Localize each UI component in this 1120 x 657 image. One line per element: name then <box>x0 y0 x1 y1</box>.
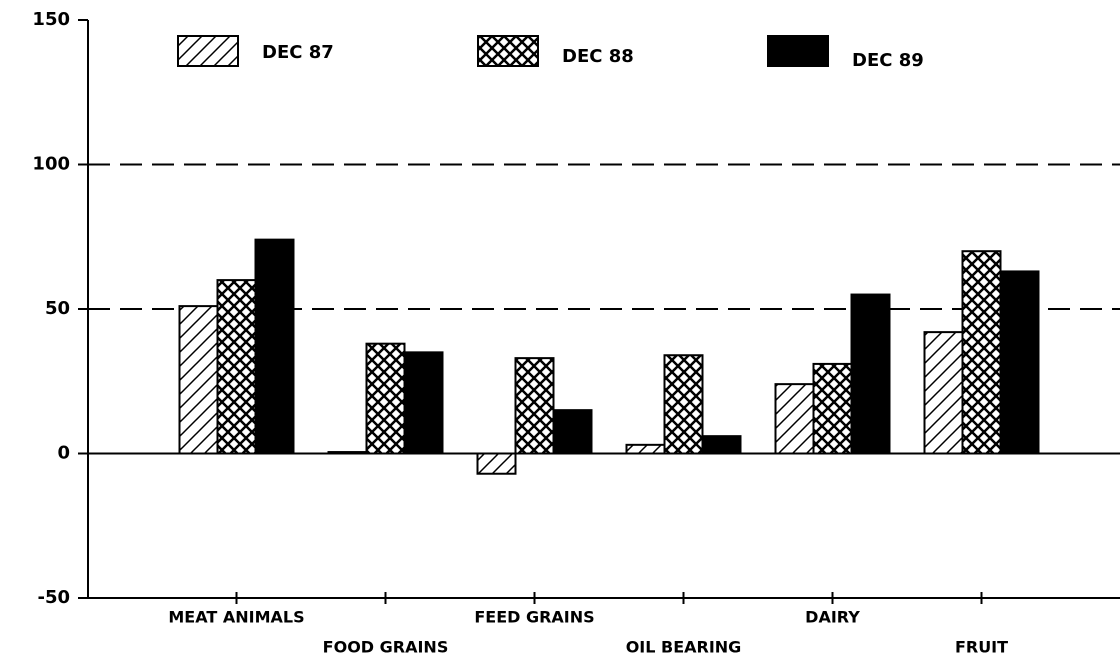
bar <box>327 451 368 455</box>
legend-swatch <box>177 35 239 67</box>
legend-label: DEC 88 <box>562 46 634 67</box>
x-tick-label: FOOD GRAINS <box>323 638 449 657</box>
y-tick-label: 50 <box>45 298 70 319</box>
bar <box>403 351 444 455</box>
y-tick-label: 0 <box>57 443 70 464</box>
bar <box>961 250 1002 455</box>
bar <box>216 279 257 455</box>
bar <box>850 293 891 455</box>
bar <box>701 435 742 455</box>
bar <box>625 443 666 455</box>
x-tick-label: OIL BEARING <box>626 638 742 657</box>
legend-swatch <box>477 35 539 67</box>
bar <box>999 270 1040 455</box>
legend-label: DEC 87 <box>262 42 334 63</box>
bar <box>365 342 406 455</box>
bar <box>552 409 593 455</box>
bar <box>812 362 853 455</box>
y-tick-label: 100 <box>32 154 70 175</box>
bar <box>178 305 219 455</box>
legend-swatch <box>767 35 829 67</box>
x-tick-label: FRUIT <box>955 638 1008 657</box>
x-tick-label: FEED GRAINS <box>474 608 594 627</box>
bar <box>254 238 295 455</box>
legend-label: DEC 89 <box>852 50 924 71</box>
x-tick-label: DAIRY <box>805 608 860 627</box>
y-tick-label: -50 <box>37 587 70 608</box>
bar <box>514 357 555 455</box>
x-tick-label: MEAT ANIMALS <box>168 608 304 627</box>
bar <box>663 354 704 455</box>
bar <box>476 452 517 475</box>
bar <box>923 331 964 455</box>
y-tick-label: 150 <box>32 9 70 30</box>
bar <box>774 383 815 455</box>
